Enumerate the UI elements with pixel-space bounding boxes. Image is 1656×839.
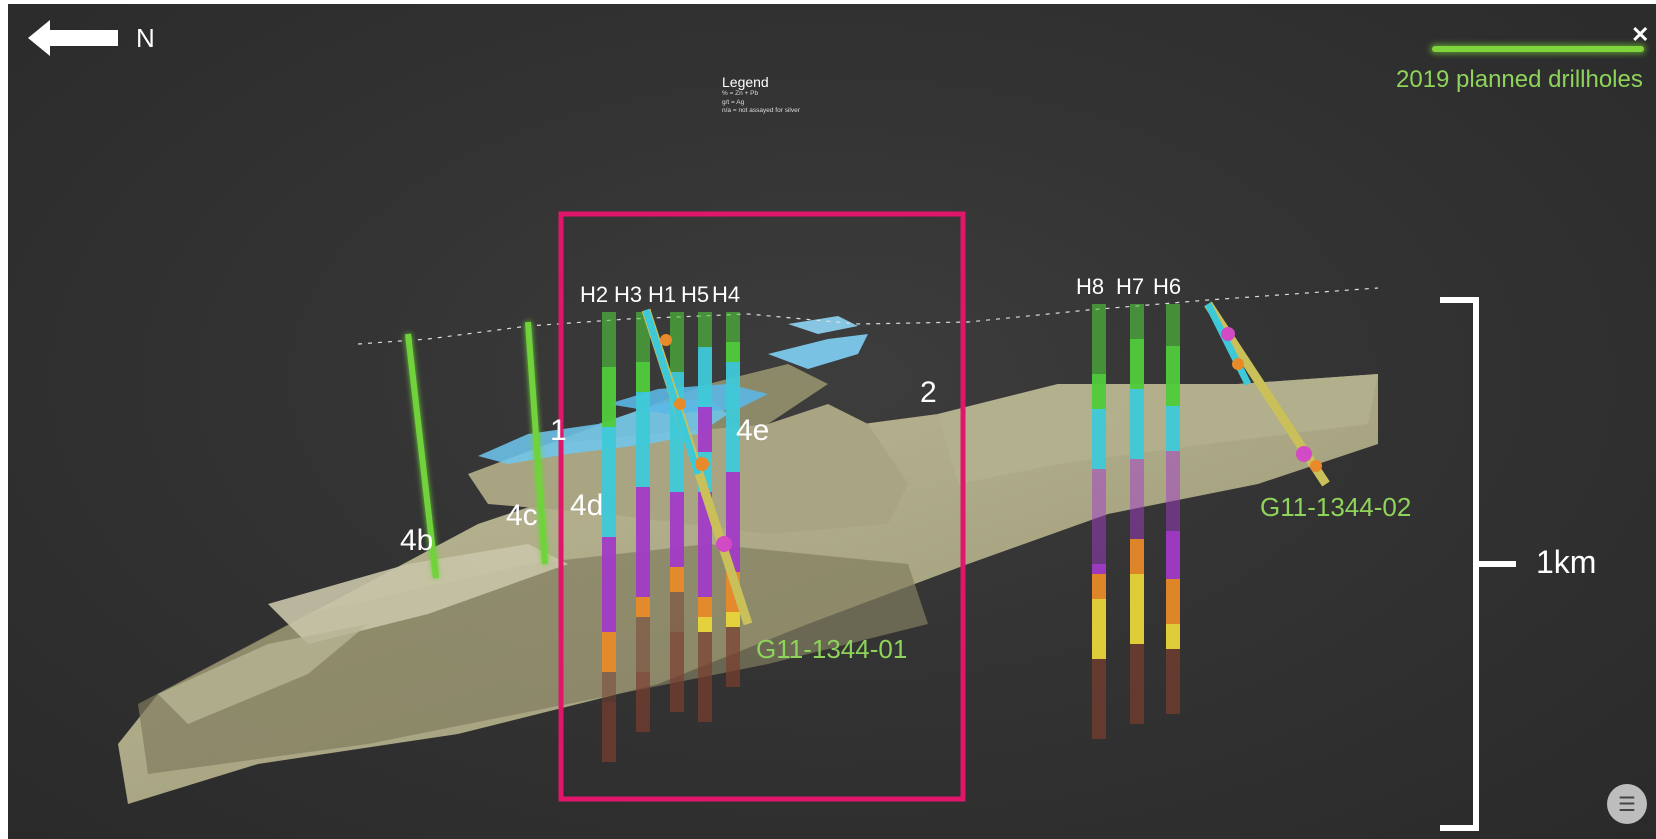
planned-drillholes-legend: 2019 planned drillholes xyxy=(1396,46,1656,94)
drillhole-left-segment xyxy=(602,312,616,367)
drillhole-left-segment xyxy=(602,632,616,672)
scale-label: 1km xyxy=(1536,544,1597,580)
drillhole-right-segment xyxy=(1130,539,1144,574)
hole-label-h7: H7 xyxy=(1116,274,1145,299)
drillhole-left-segment xyxy=(726,627,740,687)
planned-drillhole-swatch xyxy=(1432,46,1644,52)
hole-label-h8: H8 xyxy=(1076,274,1105,299)
zone-label-2: 2 xyxy=(920,376,937,409)
drillhole-left-segment xyxy=(698,312,712,347)
drillhole-left-segment xyxy=(698,347,712,407)
drillhole-right-segment xyxy=(1166,649,1180,714)
drillhole-left-segment xyxy=(698,632,712,722)
drillhole-left-segment xyxy=(726,312,740,342)
legend-line: % = Zn + Pb xyxy=(722,90,759,97)
drillhole-right-segment xyxy=(1092,469,1106,564)
drillhole-left-segment xyxy=(670,312,684,372)
north-arrow-icon xyxy=(28,20,118,56)
surface-trace xyxy=(357,287,1379,345)
zone-label-4d: 4d xyxy=(570,489,604,522)
inclined-drillhole-02 xyxy=(1204,301,1330,487)
drillhole-left-segment xyxy=(670,567,684,592)
hole-label-h2: H2 xyxy=(580,282,609,307)
drillhole-left-segment xyxy=(602,702,616,762)
drillhole-right-segment xyxy=(1166,531,1180,579)
hole-label-h1: H1 xyxy=(648,282,677,307)
north-indicator: N xyxy=(28,18,155,58)
drillhole-right-segment xyxy=(1092,599,1106,659)
drillhole-left-segment xyxy=(670,492,684,567)
drillhole-right-segment xyxy=(1092,304,1106,374)
inclined-drillhole-01 xyxy=(641,308,753,626)
drillhole-left-segment xyxy=(636,392,650,487)
hole-label-h5: H5 xyxy=(681,282,710,307)
drillhole-left-segment xyxy=(636,487,650,597)
planned-drillholes-label: 2019 planned drillholes xyxy=(1396,66,1643,93)
drillholes-right xyxy=(1092,304,1180,739)
drillhole-right-segment xyxy=(1166,346,1180,406)
drillholes-left xyxy=(602,312,740,762)
scale-bracket xyxy=(1440,297,1516,831)
drillhole-right-segment xyxy=(1130,304,1144,339)
zone-label-4c: 4c xyxy=(506,499,538,532)
drillhole-right-segment xyxy=(1166,451,1180,531)
drillhole-right-segment xyxy=(1130,389,1144,459)
drillhole-right-segment xyxy=(1166,624,1180,649)
drillhole-right-segment xyxy=(1130,574,1144,644)
drillhole-left-segment xyxy=(670,592,684,632)
zone-label-1: 1 xyxy=(550,414,567,447)
hole-label-h4: H4 xyxy=(712,282,741,307)
hole-label-h6: H6 xyxy=(1153,274,1182,299)
drillhole-left-segment xyxy=(602,427,616,537)
legend: Legend % = Zn + Pb g/t = Ag n/a = not as… xyxy=(722,74,800,116)
legend-line: n/a = not assayed for silver xyxy=(722,107,800,114)
drillhole-right-segment xyxy=(1166,579,1180,624)
drillhole-left-segment xyxy=(698,617,712,632)
menu-icon: ☰ xyxy=(1618,793,1636,816)
3d-scene[interactable] xyxy=(8,4,1656,839)
drillhole-left-segment xyxy=(636,597,650,617)
drillhole-left-segment xyxy=(726,362,740,472)
drillhole-left-segment xyxy=(726,342,740,362)
drillhole-left-segment xyxy=(636,672,650,732)
drillhole-left-segment xyxy=(726,612,740,627)
drillhole-left-segment xyxy=(602,537,616,632)
zone-label-4e: 4e xyxy=(736,414,770,447)
drillhole-right-segment xyxy=(1092,659,1106,739)
hole-id-g11-1344-01: G11-1344-01 xyxy=(756,634,908,664)
drillhole-left-segment xyxy=(670,632,684,712)
menu-button[interactable]: ☰ xyxy=(1607,784,1647,824)
north-label: N xyxy=(136,22,155,53)
drillhole-right-segment xyxy=(1092,409,1106,469)
drillhole-right-segment xyxy=(1130,459,1144,539)
drillhole-left-segment xyxy=(602,367,616,427)
drillhole-left-segment xyxy=(636,362,650,392)
hole-label-h3: H3 xyxy=(614,282,643,307)
drillhole-left-segment xyxy=(698,407,712,452)
3d-viewport[interactable]: N Legend % = Zn + Pb g/t = Ag n/a = not … xyxy=(8,4,1656,839)
legend-title: Legend xyxy=(722,74,769,90)
hole-id-g11-1344-02: G11-1344-02 xyxy=(1260,492,1412,522)
drillhole-right-segment xyxy=(1130,339,1144,389)
planned-drillholes xyxy=(405,321,548,579)
legend-line: g/t = Ag xyxy=(722,98,745,106)
drillhole-right-segment xyxy=(1130,644,1144,724)
highlight-box xyxy=(558,211,966,802)
close-icon[interactable]: ✕ xyxy=(1631,22,1650,47)
drillhole-left-segment xyxy=(698,492,712,597)
drillhole-left-segment xyxy=(636,617,650,672)
drillhole-right-segment xyxy=(1092,374,1106,409)
drillhole-left-segment xyxy=(698,597,712,617)
drillhole-right-segment xyxy=(1166,406,1180,451)
drillhole-right-segment xyxy=(1092,574,1106,599)
drillhole-right-segment xyxy=(1092,564,1106,574)
drillhole-right-segment xyxy=(1166,304,1180,346)
drillhole-left-segment xyxy=(602,672,616,702)
zone-label-4b: 4b xyxy=(400,524,434,557)
